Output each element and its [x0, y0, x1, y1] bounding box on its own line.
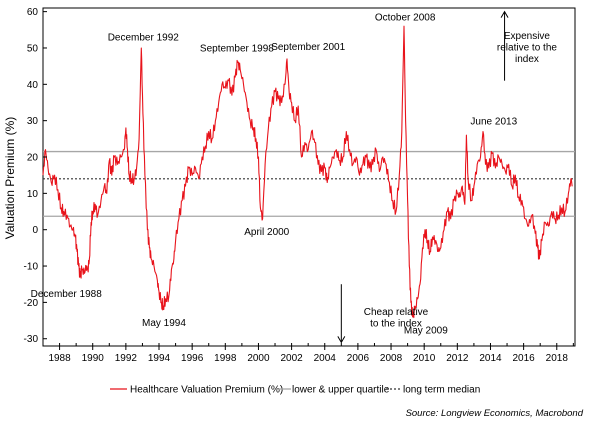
annotation-label: October 2008	[375, 13, 436, 24]
x-tick-label: 2016	[512, 353, 535, 364]
x-tick-label: 2006	[347, 353, 370, 364]
y-tick-label: 10	[27, 189, 39, 200]
x-tick-label: 2014	[479, 353, 502, 364]
x-tick-label: 1992	[115, 353, 138, 364]
y-axis-title: Valuation Premium (%)	[3, 117, 17, 239]
arrow-head	[500, 10, 509, 18]
y-tick-label: 60	[27, 7, 39, 18]
legend-label-premium: Healthcare Valuation Premium (%)	[130, 385, 283, 396]
direction-arrows	[337, 10, 509, 344]
annotation-label: index	[515, 54, 539, 65]
x-tick-label: 1988	[48, 353, 71, 364]
x-tick-label: 1998	[214, 353, 237, 364]
x-tick-label: 1990	[82, 353, 105, 364]
y-tick-label: -20	[24, 298, 39, 309]
x-tick-label: 2010	[413, 353, 436, 364]
y-tick-label: -30	[24, 334, 39, 345]
annotation-label: December 1992	[108, 33, 180, 44]
legend-label-quartile: lower & upper quartile	[292, 385, 390, 396]
legend: Healthcare Valuation Premium (%) lower &…	[110, 385, 480, 396]
x-tick-label: 2018	[546, 353, 569, 364]
annotation-label: May 1994	[142, 318, 186, 329]
x-tick-label: 2004	[314, 353, 337, 364]
annotation-label: December 1988	[31, 289, 103, 300]
annotation-label: Cheap relative	[364, 307, 429, 318]
annotation-label: to the index	[370, 319, 422, 330]
x-tick-label: 1996	[181, 353, 204, 364]
y-tick-label: 30	[27, 116, 39, 127]
source-note: Source: Longview Economics, Macrobond	[406, 408, 584, 419]
x-tick-label: 1994	[148, 353, 171, 364]
annotation-label: relative to the	[497, 43, 557, 54]
y-tick-label: 50	[27, 43, 39, 54]
y-tick-label: 20	[27, 153, 39, 164]
x-tick-label: 2000	[247, 353, 270, 364]
series-line-healthcare-premium	[42, 25, 573, 319]
y-tick-label: -10	[24, 262, 39, 273]
x-axis-ticks: 1988 1990 1992 1994 1996 1998 2000 2002 2004 2006…	[42, 343, 574, 364]
y-axis-ticks: 60 50 40 30 20 10 0 -10 -20 -30	[24, 7, 47, 345]
arrow-head	[337, 336, 346, 344]
x-tick-label: 2002	[280, 353, 303, 364]
annotation-label: Expensive	[504, 31, 551, 42]
y-tick-label: 0	[32, 225, 38, 236]
annotation-label: September 1998	[200, 44, 274, 55]
series-layer	[42, 25, 573, 319]
y-tick-label: 40	[27, 80, 39, 91]
plot-frame	[42, 7, 576, 347]
x-tick-label: 2012	[446, 353, 469, 364]
annotation-label: April 2000	[244, 227, 289, 238]
annotation-label: September 2001	[271, 42, 345, 53]
x-tick-label: 2008	[380, 353, 403, 364]
annotation-label: June 2013	[470, 116, 517, 127]
legend-label-median: long term median	[403, 385, 480, 396]
annotation-label: May 2009	[404, 325, 448, 336]
